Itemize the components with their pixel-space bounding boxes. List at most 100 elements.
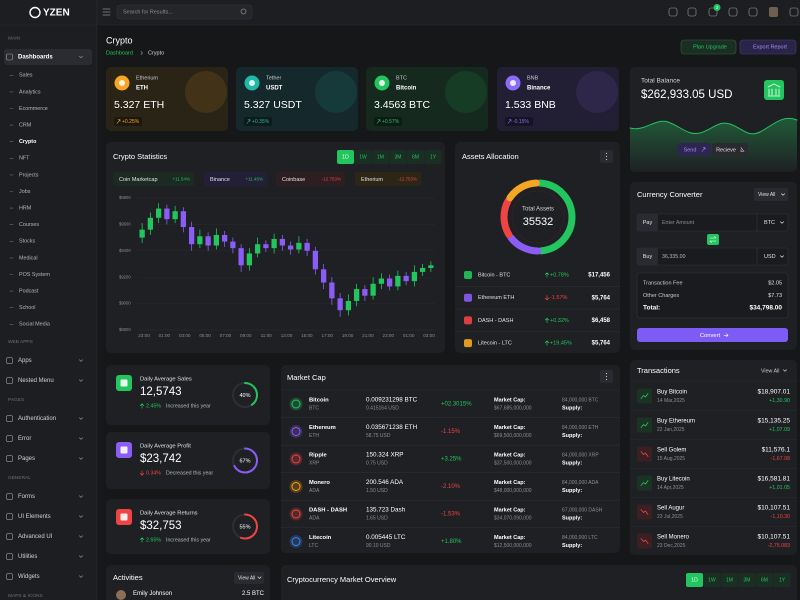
button[interactable]	[739, 39, 797, 55]
receive-button[interactable]	[712, 143, 748, 156]
nav-subitem[interactable]: NFT	[19, 156, 30, 162]
nav-subitem[interactable]: Sales	[19, 73, 33, 79]
nav-subitem[interactable]: Ecommerce	[19, 106, 48, 112]
nav-item[interactable]: Pages	[18, 456, 35, 462]
range-tab-label[interactable]: 1M	[377, 155, 384, 161]
range-tab-label[interactable]: 6M	[761, 578, 768, 584]
nav-icon	[6, 455, 13, 462]
nav-subitem[interactable]: POS System	[19, 272, 50, 278]
convert-button[interactable]	[637, 328, 788, 342]
nav-item[interactable]: Authentication	[18, 416, 56, 422]
nav-subitem[interactable]: Stocks	[19, 239, 35, 245]
nav-subitem[interactable]: Jobs	[19, 189, 31, 195]
header-icon[interactable]	[748, 7, 758, 17]
range-tab-label[interactable]: 1W	[359, 155, 367, 161]
range-tab[interactable]	[773, 573, 791, 587]
view-all-button[interactable]	[754, 188, 788, 201]
nav-item[interactable]: UI Elements	[18, 514, 51, 520]
daily-icon	[120, 446, 128, 454]
transaction-name: Buy Ethereum	[657, 419, 695, 425]
balance-title: Total Balance	[641, 78, 680, 85]
button[interactable]	[680, 39, 737, 55]
breadcrumb[interactable]: Dashboard	[106, 50, 133, 56]
nav-subitem[interactable]: CRM	[19, 123, 32, 129]
range-tab-label[interactable]: 6M	[412, 155, 419, 161]
nav-subitem[interactable]: Analytics	[19, 89, 41, 95]
convert-label[interactable]: Convert	[700, 333, 721, 339]
range-tab[interactable]	[703, 573, 721, 587]
nav-subitem[interactable]: HRM	[19, 206, 32, 212]
range-tab-label[interactable]: 1D	[342, 155, 349, 161]
range-tab-label[interactable]: 1W	[708, 578, 716, 584]
header-icon[interactable]	[708, 7, 718, 17]
nav-item[interactable]: Widgets	[18, 574, 40, 580]
range-tab[interactable]	[354, 150, 372, 164]
nav-subitem[interactable]: Podcast	[19, 289, 39, 295]
send-button[interactable]	[677, 143, 711, 156]
button-label[interactable]: Plan Upgrade	[693, 45, 727, 51]
breadcrumb: Crypto	[148, 50, 164, 56]
nav-item[interactable]: Nested Menu	[18, 378, 54, 384]
range-tab[interactable]	[738, 573, 756, 587]
x-tick-label: 07:00	[220, 333, 232, 338]
coin-symbol: ADA	[309, 488, 320, 494]
currency-select[interactable]: BTC	[764, 220, 775, 226]
nav-item[interactable]: Error	[18, 436, 31, 442]
range-tab-label[interactable]: 3M	[395, 155, 402, 161]
nav-item[interactable]: Apps	[18, 358, 32, 364]
range-tab-label[interactable]: 1M	[726, 578, 733, 584]
coin-icon	[119, 80, 125, 86]
range-tab-label[interactable]: 1Y	[430, 155, 437, 161]
search-box[interactable]	[116, 4, 253, 20]
x-tick-label: 03:00	[179, 333, 191, 338]
view-all-button[interactable]	[234, 572, 264, 584]
nav-subitem[interactable]: Crypto	[19, 139, 37, 145]
currency-select[interactable]: USD	[764, 254, 776, 260]
nav-subitem[interactable]: Medical	[19, 255, 38, 261]
coin-amount: 0.035671238 ETH	[366, 424, 418, 431]
view-all-label[interactable]: View All	[238, 575, 255, 581]
header-icon[interactable]	[687, 7, 697, 17]
nav-subitem[interactable]: Projects	[19, 172, 39, 178]
header-icon[interactable]	[728, 7, 738, 17]
view-all-label[interactable]: View All	[761, 368, 779, 374]
range-tab[interactable]	[721, 573, 738, 587]
nav-subitem[interactable]: School	[19, 305, 35, 311]
send-label[interactable]: Send	[684, 147, 697, 153]
range-tab[interactable]	[686, 573, 703, 587]
receive-label[interactable]: Recieve	[716, 147, 736, 153]
nav-item[interactable]: Utilities	[18, 554, 37, 560]
button-label[interactable]: Export Report	[753, 45, 787, 51]
swap-button[interactable]	[707, 234, 719, 245]
range-tab[interactable]	[372, 150, 389, 164]
range-tab[interactable]	[407, 150, 424, 164]
candle-body	[419, 267, 426, 272]
coin-icon	[379, 80, 385, 86]
chevron-icon	[79, 515, 83, 518]
coin-change: -2.10%	[441, 484, 461, 490]
coin-usd: 1.50 USD	[366, 488, 388, 494]
view-all-label[interactable]: View All	[758, 192, 775, 198]
range-tab-label[interactable]: 1D	[691, 578, 698, 584]
nav-subitem[interactable]: Courses	[19, 222, 39, 228]
nav-subitem[interactable]: Social Media	[19, 322, 50, 328]
candle-body	[205, 236, 211, 246]
nav-item[interactable]: Forms	[18, 494, 35, 500]
range-tab-label[interactable]: 1Y	[779, 578, 786, 584]
candle-body	[188, 227, 195, 245]
header-icon[interactable]	[789, 7, 799, 17]
daily-value: $23,742	[140, 453, 182, 465]
range-tab[interactable]	[389, 150, 407, 164]
nav-item[interactable]: Dashboards	[18, 55, 53, 61]
range-tab-label[interactable]: 3M	[744, 578, 751, 584]
nav-item[interactable]: Advanced UI	[18, 534, 53, 540]
coin-symbol: Bitcoin	[396, 86, 417, 92]
supply-label: Supply:	[562, 433, 582, 439]
daily-card	[106, 365, 270, 425]
chevron-icon	[79, 437, 83, 440]
range-tab[interactable]	[337, 150, 354, 164]
chevron-icon	[79, 575, 83, 578]
range-tab[interactable]	[756, 573, 773, 587]
header-icon[interactable]	[668, 7, 678, 17]
range-tab[interactable]	[424, 150, 442, 164]
